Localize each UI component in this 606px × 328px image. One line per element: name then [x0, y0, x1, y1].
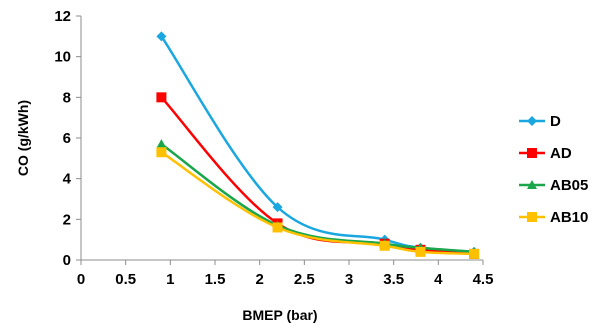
x-tick-label: 2	[255, 271, 263, 288]
series-line-ab10	[160, 151, 475, 256]
y-tick-label: 0	[63, 252, 71, 269]
x-tick-label: 3.5	[383, 271, 404, 288]
y-tick-label: 8	[63, 89, 71, 106]
legend-label: D	[550, 113, 561, 130]
x-axis-ticks: 0 0.5 1 1.5 2 2.5 3 3.5 4 4.5	[77, 260, 494, 288]
data-point-ab10	[272, 222, 283, 233]
x-tick-label: 1	[166, 271, 174, 288]
y-tick-label: 2	[63, 211, 71, 228]
legend-swatch-marker	[527, 212, 537, 222]
data-point-d	[272, 202, 283, 213]
y-tick-label: 12	[54, 8, 71, 25]
legend: D AD AB05 AB10	[519, 113, 588, 226]
legend-label: AD	[550, 145, 572, 162]
data-point-ad	[156, 92, 167, 103]
y-tick-label: 10	[54, 49, 71, 66]
y-axis-title: CO (g/kWh)	[15, 100, 31, 176]
x-tick-label: 0	[77, 271, 85, 288]
x-axis-title: BMEP (bar)	[242, 307, 317, 323]
x-tick-label: 4.5	[473, 271, 494, 288]
series-line-d	[160, 35, 475, 254]
series-line-ab05	[160, 143, 475, 254]
legend-item-ad: AD	[519, 145, 572, 162]
legend-item-ab05: AB05	[519, 177, 588, 194]
x-tick-label: 4	[434, 271, 443, 288]
data-point-ab10	[469, 248, 480, 259]
series-d	[156, 31, 480, 257]
legend-item-ab10: AB10	[519, 209, 588, 226]
x-tick-label: 1.5	[205, 271, 226, 288]
data-point-ab05	[156, 139, 167, 149]
y-tick-label: 6	[63, 130, 71, 147]
legend-swatch-marker	[527, 116, 537, 126]
legend-swatch-marker	[527, 180, 537, 189]
legend-label: AB05	[550, 177, 588, 194]
x-tick-label: 3	[345, 271, 353, 288]
data-point-d	[156, 31, 167, 42]
x-tick-label: 2.5	[294, 271, 315, 288]
series-ad	[156, 92, 480, 259]
data-point-ab10	[379, 240, 390, 251]
y-axis-ticks: 0 2 4 6 8 10 12	[54, 8, 81, 269]
legend-label: AB10	[550, 209, 588, 226]
series-group	[156, 31, 480, 259]
series-ab10	[156, 147, 480, 259]
y-tick-label: 4	[63, 171, 72, 188]
legend-swatch-marker	[527, 148, 537, 158]
x-tick-label: 0.5	[115, 271, 136, 288]
data-point-ab10	[156, 147, 167, 158]
data-point-ab10	[415, 246, 426, 257]
legend-item-d: D	[519, 113, 561, 130]
